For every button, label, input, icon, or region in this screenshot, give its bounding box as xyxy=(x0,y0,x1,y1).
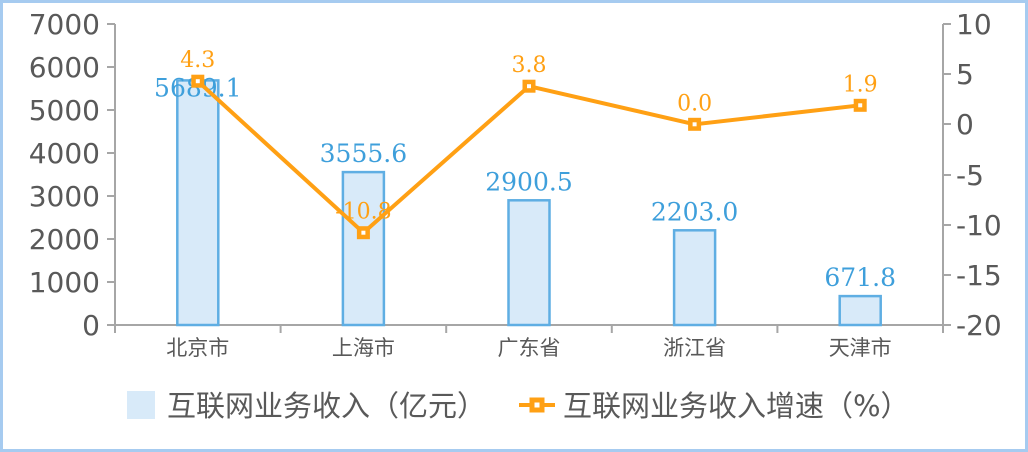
left-axis-label: 6000 xyxy=(29,51,100,84)
left-axis-label: 1000 xyxy=(29,266,100,299)
left-axis-label: 5000 xyxy=(29,94,100,127)
left-axis-label: 3000 xyxy=(29,180,100,213)
right-axis-label: -20 xyxy=(956,309,1002,342)
line-marker-dot xyxy=(692,122,697,127)
bar-value-label-天津市: 671.8 xyxy=(824,263,896,292)
line-marker-dot xyxy=(858,103,863,108)
category-label-zhejiang: 浙江省 xyxy=(663,336,726,360)
legend: 互联网业务收入（亿元） 互联网业务收入增速（%） xyxy=(127,389,910,423)
right-axis-label: -5 xyxy=(956,159,984,192)
right-axis: 10 5 0 -5 -10 -15 -20 xyxy=(942,8,1002,342)
legend-bar-swatch xyxy=(127,391,155,419)
line-value-labels: 4.3 -10.8 3.8 0.0 1.9 xyxy=(180,48,877,225)
left-axis-label: 0 xyxy=(82,309,100,342)
legend-marker-dot xyxy=(534,402,540,408)
left-axis-label: 7000 xyxy=(29,8,100,41)
bar-value-label-浙江省: 2203.0 xyxy=(651,197,738,226)
growth-line-markers xyxy=(191,74,867,240)
category-label-tianjin: 天津市 xyxy=(829,336,892,360)
line-value-label-浙江省: 0.0 xyxy=(677,91,712,116)
left-axis: 7000 6000 5000 4000 3000 2000 1000 0 xyxy=(29,8,116,342)
legend-line-marker-icon xyxy=(519,397,555,413)
right-axis-label: 5 xyxy=(956,58,974,91)
line-value-label-上海市: -10.8 xyxy=(335,200,391,225)
line-value-label-广东省: 3.8 xyxy=(512,53,547,78)
left-axis-label: 4000 xyxy=(29,137,100,170)
right-axis-label: -10 xyxy=(956,209,1002,242)
category-label-beijing: 北京市 xyxy=(166,336,229,360)
bar-value-label-广东省: 2900.5 xyxy=(485,167,572,196)
line-marker-dot xyxy=(527,84,531,89)
line-marker-dot xyxy=(361,230,366,235)
right-axis-label: 10 xyxy=(956,8,992,41)
left-axis-label: 2000 xyxy=(29,223,100,256)
bar-series xyxy=(176,79,882,327)
bar-天津市 xyxy=(838,294,882,327)
bar-浙江省 xyxy=(672,229,717,327)
line-value-label-北京市: 4.3 xyxy=(180,48,215,73)
category-label-guangdong: 广东省 xyxy=(498,336,561,360)
line-value-label-天津市: 1.9 xyxy=(843,72,878,97)
combo-chart: 7000 6000 5000 4000 3000 2000 1000 0 10 … xyxy=(29,8,1002,423)
right-axis-label: 0 xyxy=(956,108,974,141)
bar-上海市 xyxy=(341,170,386,327)
legend-line-label: 互联网业务收入增速（%） xyxy=(563,389,910,423)
x-axis: 北京市 上海市 广东省 浙江省 天津市 xyxy=(114,324,944,360)
category-label-shanghai: 上海市 xyxy=(332,336,395,360)
bar-北京市 xyxy=(176,79,220,327)
bar-value-label-上海市: 3555.6 xyxy=(320,139,407,168)
line-marker-dot xyxy=(195,79,200,84)
legend-bar-label: 互联网业务收入（亿元） xyxy=(167,389,486,423)
right-axis-label: -15 xyxy=(956,259,1002,292)
bar-广东省 xyxy=(507,199,551,327)
